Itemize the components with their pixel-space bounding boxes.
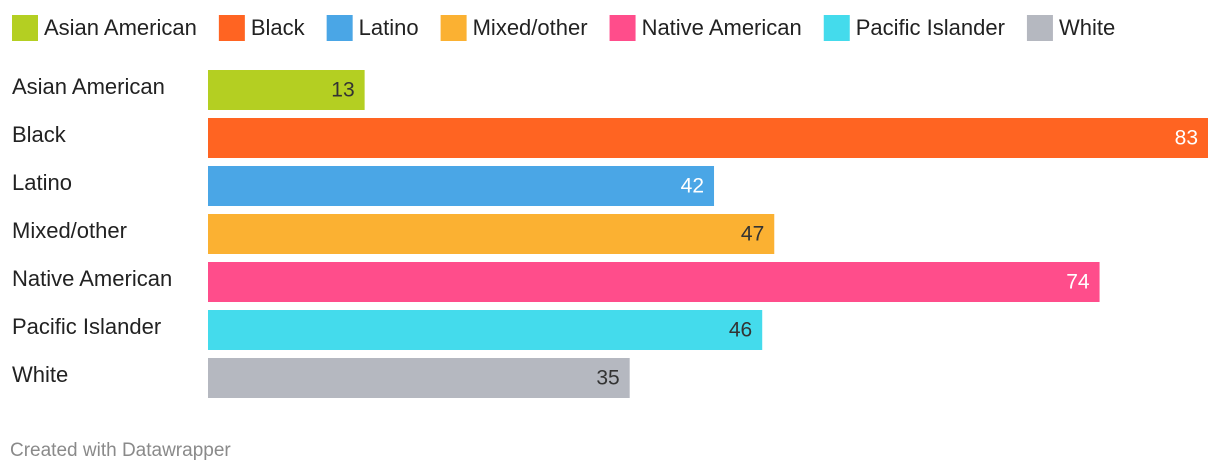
- category-label: Pacific Islander: [12, 314, 161, 339]
- value-label: 13: [331, 79, 354, 102]
- bar: [208, 118, 1208, 158]
- value-label: 35: [596, 367, 619, 390]
- legend-swatch: [1026, 15, 1053, 41]
- legend-label: Mixed/other: [473, 15, 588, 40]
- legend-swatch: [326, 15, 353, 41]
- legend-label: Latino: [359, 15, 419, 40]
- legend-label: Asian American: [44, 15, 197, 40]
- legend-swatch: [823, 15, 850, 41]
- legend-label: Native American: [642, 15, 802, 40]
- bar: [208, 214, 775, 254]
- category-label: Asian American: [12, 74, 165, 99]
- bar: [208, 166, 715, 206]
- legend-swatch: [218, 15, 245, 41]
- bar: [208, 262, 1100, 302]
- value-label: 83: [1175, 127, 1198, 150]
- legend-swatch: [440, 15, 467, 41]
- category-label: Mixed/other: [12, 218, 127, 243]
- bar: [208, 310, 763, 350]
- bar: [208, 70, 365, 110]
- value-label: 47: [741, 223, 764, 246]
- category-label: Native American: [12, 266, 172, 291]
- legend-swatch: [609, 15, 636, 41]
- legend-label: Black: [251, 15, 306, 40]
- category-label: Black: [12, 122, 67, 147]
- legend-swatch: [12, 15, 38, 41]
- bar: [208, 358, 630, 398]
- category-label: White: [12, 362, 68, 387]
- category-label: Latino: [12, 170, 72, 195]
- footer: Created with Datawrapper: [10, 440, 231, 461]
- value-label: 74: [1066, 271, 1090, 294]
- legend-label: White: [1059, 15, 1115, 40]
- legend-label: Pacific Islander: [856, 15, 1005, 40]
- value-label: 46: [729, 319, 752, 342]
- value-label: 42: [681, 175, 704, 198]
